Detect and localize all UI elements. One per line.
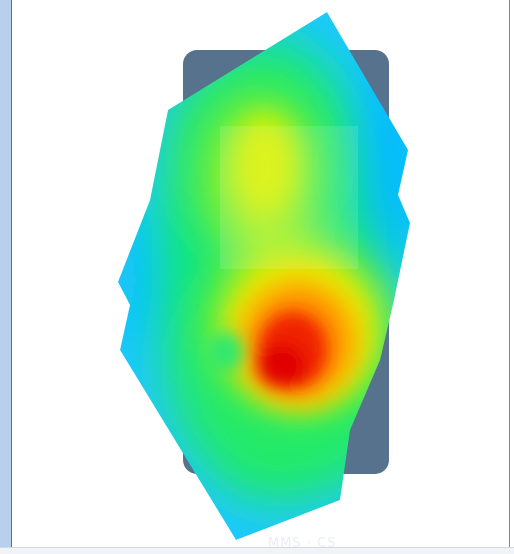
watermark-text: MMS · CS — [268, 536, 337, 551]
bottom-divider — [0, 547, 514, 548]
heat-dip-layer — [207, 332, 243, 372]
heatmap-overlay — [118, 12, 410, 540]
device-screen-outline — [220, 126, 358, 269]
bottom-strip — [0, 548, 514, 554]
heat-peak-layer — [258, 312, 327, 388]
left-side-panel — [0, 0, 12, 548]
right-border-line — [509, 0, 510, 548]
